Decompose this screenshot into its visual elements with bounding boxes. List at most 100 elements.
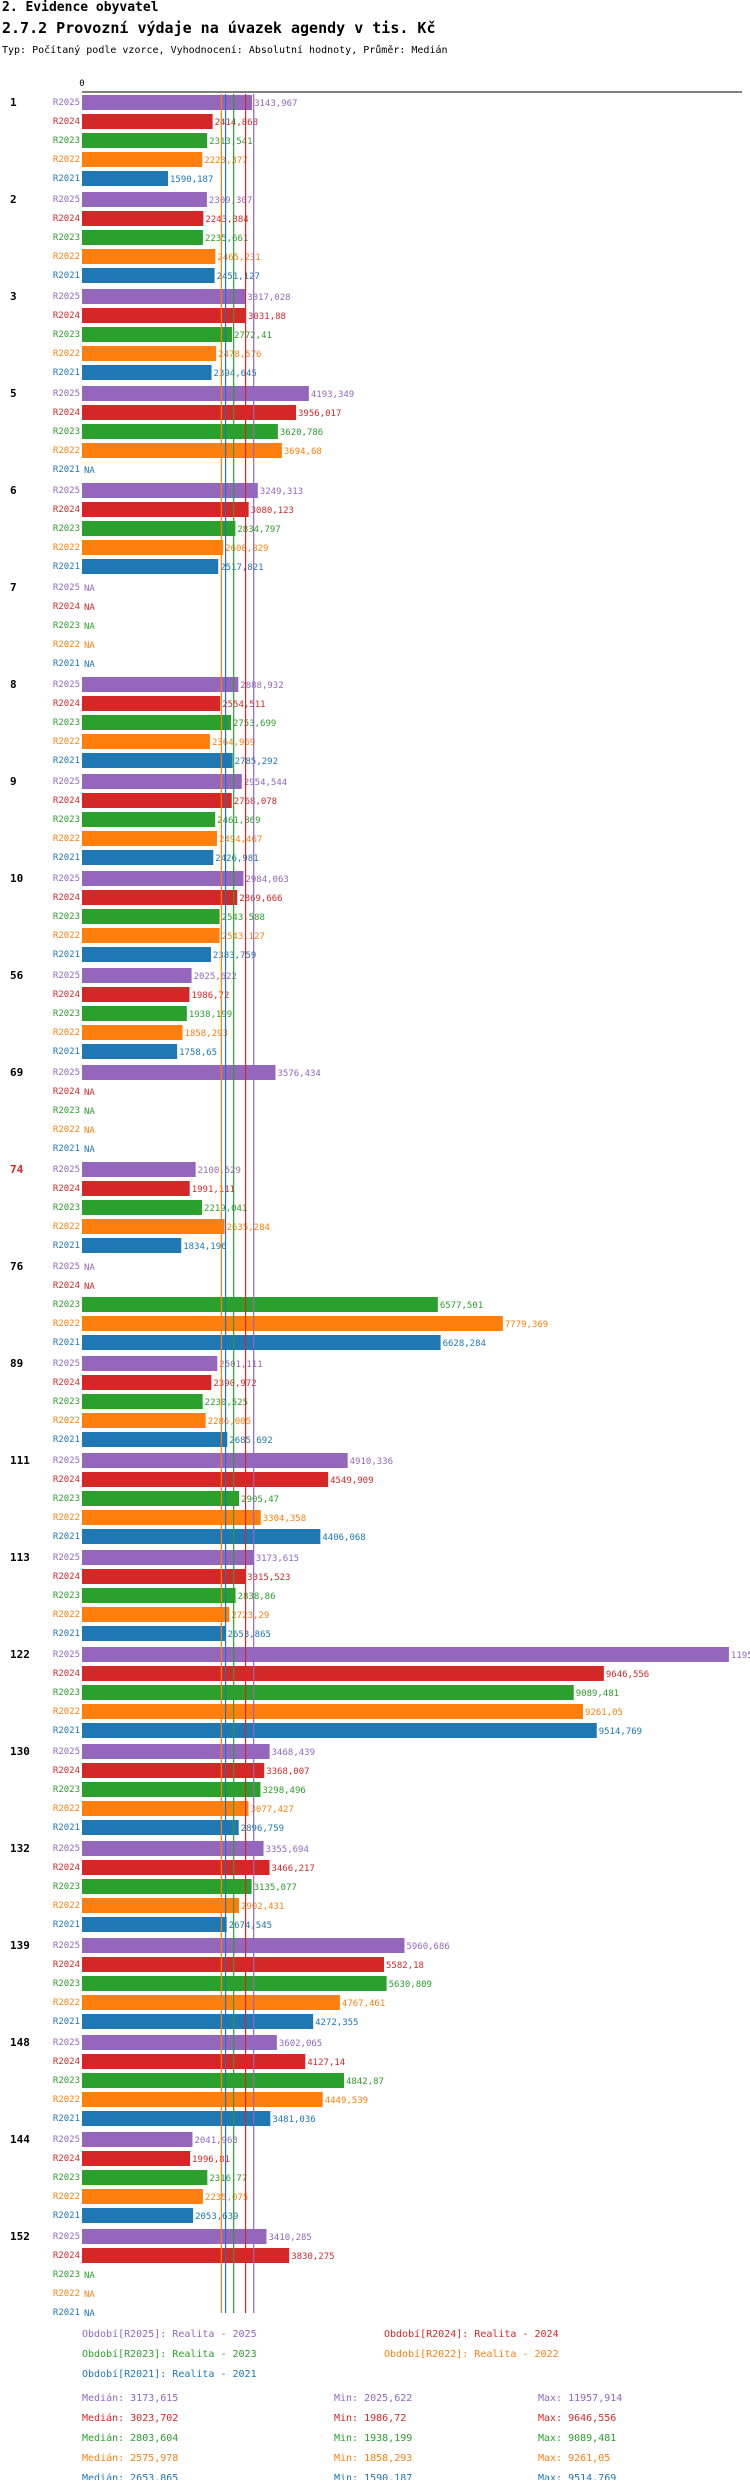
- series-label-1-R2024: R2024: [53, 117, 80, 127]
- value-label-148-R2024: 4127,14: [307, 2058, 345, 2068]
- value-label-122-R2022: 9261,05: [585, 1708, 623, 1718]
- bar-56-R2024: [82, 987, 190, 1002]
- bar-113-R2024: [82, 1569, 246, 1584]
- bar-122-R2024: [82, 1666, 604, 1681]
- series-label-113-R2025: R2025: [53, 1553, 80, 1563]
- bar-74-R2022: [82, 1219, 225, 1234]
- value-label-69-R2023: NA: [84, 1107, 95, 1117]
- bar-5-R2024: [82, 405, 297, 420]
- value-label-6-R2021: 2517,821: [220, 563, 263, 573]
- series-label-132-R2021: R2021: [53, 1920, 80, 1930]
- series-label-144-R2022: R2022: [53, 2192, 80, 2202]
- value-label-130-R2022: 3077,427: [250, 1805, 293, 1815]
- group-label-113: 113: [10, 1551, 30, 1564]
- series-label-148-R2022: R2022: [53, 2095, 80, 2105]
- series-label-89-R2022: R2022: [53, 1416, 80, 1426]
- bar-74-R2023: [82, 1200, 203, 1215]
- bar-6-R2021: [82, 559, 219, 574]
- stat-median-R2023: Medián: 2803,604: [82, 2432, 178, 2444]
- series-label-113-R2022: R2022: [53, 1610, 80, 1620]
- series-label-3-R2021: R2021: [53, 368, 80, 378]
- series-label-1-R2022: R2022: [53, 155, 80, 165]
- series-label-130-R2023: R2023: [53, 1785, 80, 1795]
- bar-130-R2025: [82, 1744, 270, 1759]
- series-label-139-R2022: R2022: [53, 1998, 80, 2008]
- value-label-148-R2022: 4449,539: [325, 2096, 368, 2106]
- value-label-7-R2023: NA: [84, 622, 95, 632]
- bar-group-122: 122 R2025 11957,914 R2024 9646,556 R2023 9089,…: [10, 1647, 750, 1738]
- bar-89-R2023: [82, 1394, 203, 1409]
- series-label-9-R2023: R2023: [53, 815, 80, 825]
- value-label-139-R2024: 5582,18: [386, 1961, 424, 1971]
- value-label-132-R2024: 3466,217: [272, 1864, 315, 1874]
- bar-56-R2023: [82, 1006, 187, 1021]
- bar-6-R2025: [82, 483, 258, 498]
- group-label-139: 139: [10, 1939, 30, 1952]
- value-label-152-R2021: NA: [84, 2309, 95, 2319]
- bar-56-R2025: [82, 968, 192, 983]
- bar-3-R2022: [82, 346, 217, 361]
- legend-entry-R2021: Období[R2021]: Realita - 2021: [82, 2368, 257, 2380]
- group-label-10: 10: [10, 872, 23, 885]
- series-label-111-R2024: R2024: [53, 1475, 80, 1485]
- group-label-89: 89: [10, 1357, 23, 1370]
- series-label-130-R2021: R2021: [53, 1823, 80, 1833]
- series-label-139-R2024: R2024: [53, 1960, 80, 1970]
- chart-title: 2.7.2 Provozní výdaje na úvazek agendy v…: [2, 19, 435, 37]
- series-label-111-R2021: R2021: [53, 1532, 80, 1542]
- series-label-76-R2023: R2023: [53, 1300, 80, 1310]
- value-label-8-R2024: 2554,511: [222, 700, 265, 710]
- series-label-6-R2024: R2024: [53, 505, 80, 515]
- bar-group-148: 148 R2025 3602,065 R2024 4127,14 R2023 4842,87…: [10, 2035, 384, 2126]
- value-label-69-R2025: 3576,434: [277, 1069, 320, 1079]
- bar-76-R2021: [82, 1335, 441, 1350]
- series-label-139-R2021: R2021: [53, 2017, 80, 2027]
- value-label-6-R2022: 2608,829: [225, 544, 268, 554]
- series-label-9-R2021: R2021: [53, 853, 80, 863]
- value-label-144-R2023: 2316,77: [209, 2174, 247, 2184]
- group-label-6: 6: [10, 484, 17, 497]
- bar-6-R2024: [82, 502, 249, 517]
- series-label-69-R2024: R2024: [53, 1087, 80, 1097]
- series-label-5-R2022: R2022: [53, 446, 80, 456]
- value-label-113-R2025: 3173,615: [256, 1554, 299, 1564]
- series-label-148-R2023: R2023: [53, 2076, 80, 2086]
- series-label-3-R2025: R2025: [53, 292, 80, 302]
- bar-1-R2021: [82, 171, 169, 186]
- series-label-3-R2023: R2023: [53, 330, 80, 340]
- stat-median-R2022: Medián: 2575,978: [82, 2452, 178, 2464]
- value-label-6-R2023: 2834,797: [237, 525, 280, 535]
- group-label-152: 152: [10, 2230, 30, 2243]
- series-label-139-R2023: R2023: [53, 1979, 80, 1989]
- series-label-148-R2021: R2021: [53, 2114, 80, 2124]
- group-label-111: 111: [10, 1454, 30, 1467]
- series-label-5-R2021: R2021: [53, 465, 80, 475]
- series-label-1-R2025: R2025: [53, 98, 80, 108]
- value-label-10-R2024: 2869,666: [239, 894, 282, 904]
- value-label-10-R2023: 2543,588: [222, 913, 265, 923]
- series-label-144-R2021: R2021: [53, 2211, 80, 2221]
- value-label-132-R2022: 2902,431: [241, 1902, 284, 1912]
- bar-139-R2021: [82, 2014, 314, 2029]
- bar-group-139: 139 R2025 5960,686 R2024 5582,18 R2023 5630,80…: [10, 1938, 450, 2029]
- series-label-8-R2022: R2022: [53, 737, 80, 747]
- series-label-144-R2023: R2023: [53, 2173, 80, 2183]
- series-label-69-R2025: R2025: [53, 1068, 80, 1078]
- bar-group-10: 10 R2025 2984,063 R2024 2869,666 R2023 2543,58…: [10, 871, 289, 962]
- value-label-76-R2023: 6577,501: [440, 1301, 483, 1311]
- series-label-2-R2021: R2021: [53, 271, 80, 281]
- bar-group-113: 113 R2025 3173,615 R2024 3015,523 R2023 2838,8…: [10, 1550, 299, 1641]
- series-label-56-R2025: R2025: [53, 971, 80, 981]
- stat-median-R2025: Medián: 3173,615: [82, 2392, 178, 2404]
- value-label-9-R2024: 2768,078: [234, 797, 277, 807]
- value-label-6-R2025: 3249,313: [260, 487, 303, 497]
- series-label-74-R2022: R2022: [53, 1222, 80, 1232]
- bar-148-R2022: [82, 2092, 323, 2107]
- series-label-111-R2023: R2023: [53, 1494, 80, 1504]
- bar-2-R2024: [82, 211, 204, 226]
- value-label-7-R2025: NA: [84, 584, 95, 594]
- value-label-56-R2024: 1986,72: [191, 991, 229, 1001]
- value-label-89-R2022: 2286,005: [208, 1417, 251, 1427]
- series-label-132-R2024: R2024: [53, 1863, 80, 1873]
- value-label-7-R2021: NA: [84, 660, 95, 670]
